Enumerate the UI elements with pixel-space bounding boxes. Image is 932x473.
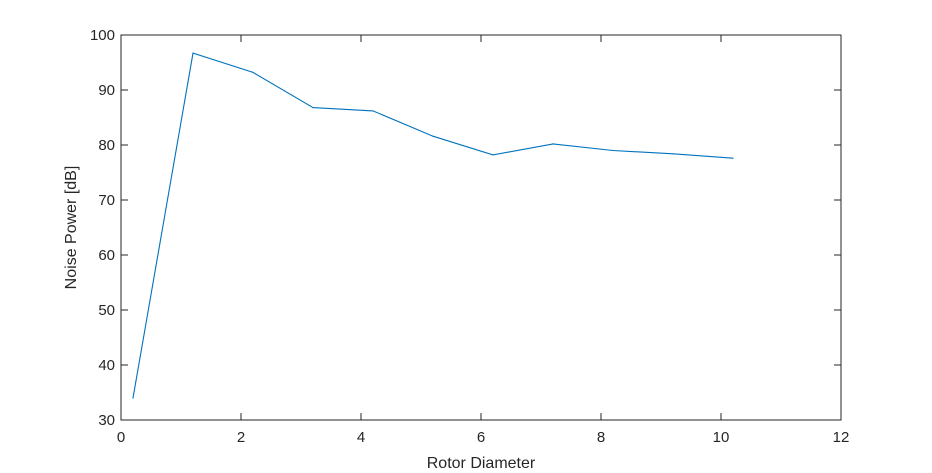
y-tick-label: 40 [98, 357, 115, 374]
y-tick-label: 80 [98, 137, 115, 154]
x-tick-label: 10 [713, 429, 730, 446]
y-tick-label: 100 [90, 27, 115, 44]
y-tick-label: 90 [98, 82, 115, 99]
data-point [612, 149, 614, 152]
y-tick-label: 70 [98, 192, 115, 209]
data-point [252, 71, 254, 73]
axes-box [120, 34, 842, 421]
series-line [132, 52, 734, 399]
x-tick-label: 6 [477, 429, 485, 446]
data-point [432, 135, 434, 137]
x-tick-label: 0 [117, 429, 125, 446]
ticks [120, 34, 842, 421]
x-tick-label: 8 [597, 429, 605, 446]
data-point [312, 107, 314, 109]
data-point [492, 154, 494, 156]
y-tick-label: 50 [98, 302, 115, 319]
x-axis-label: Rotor Diameter [427, 455, 536, 472]
y-tick-label: 30 [98, 412, 115, 429]
data-point [372, 110, 374, 112]
data-point [552, 143, 554, 145]
x-tick-label: 12 [833, 429, 850, 446]
y-tick-label: 60 [98, 247, 115, 264]
x-tick-label: 4 [357, 429, 365, 446]
data-point [672, 153, 674, 155]
x-tick-label: 2 [237, 429, 245, 446]
series-layer [132, 52, 734, 399]
y-axis-label: Noise Power [dB] [63, 166, 80, 290]
data-point [192, 52, 194, 54]
data-point [132, 397, 134, 399]
data-point [732, 157, 734, 159]
tick-labels: 0 2 4 6 8 10 12 30 40 50 60 70 80 90 100 [90, 27, 849, 446]
